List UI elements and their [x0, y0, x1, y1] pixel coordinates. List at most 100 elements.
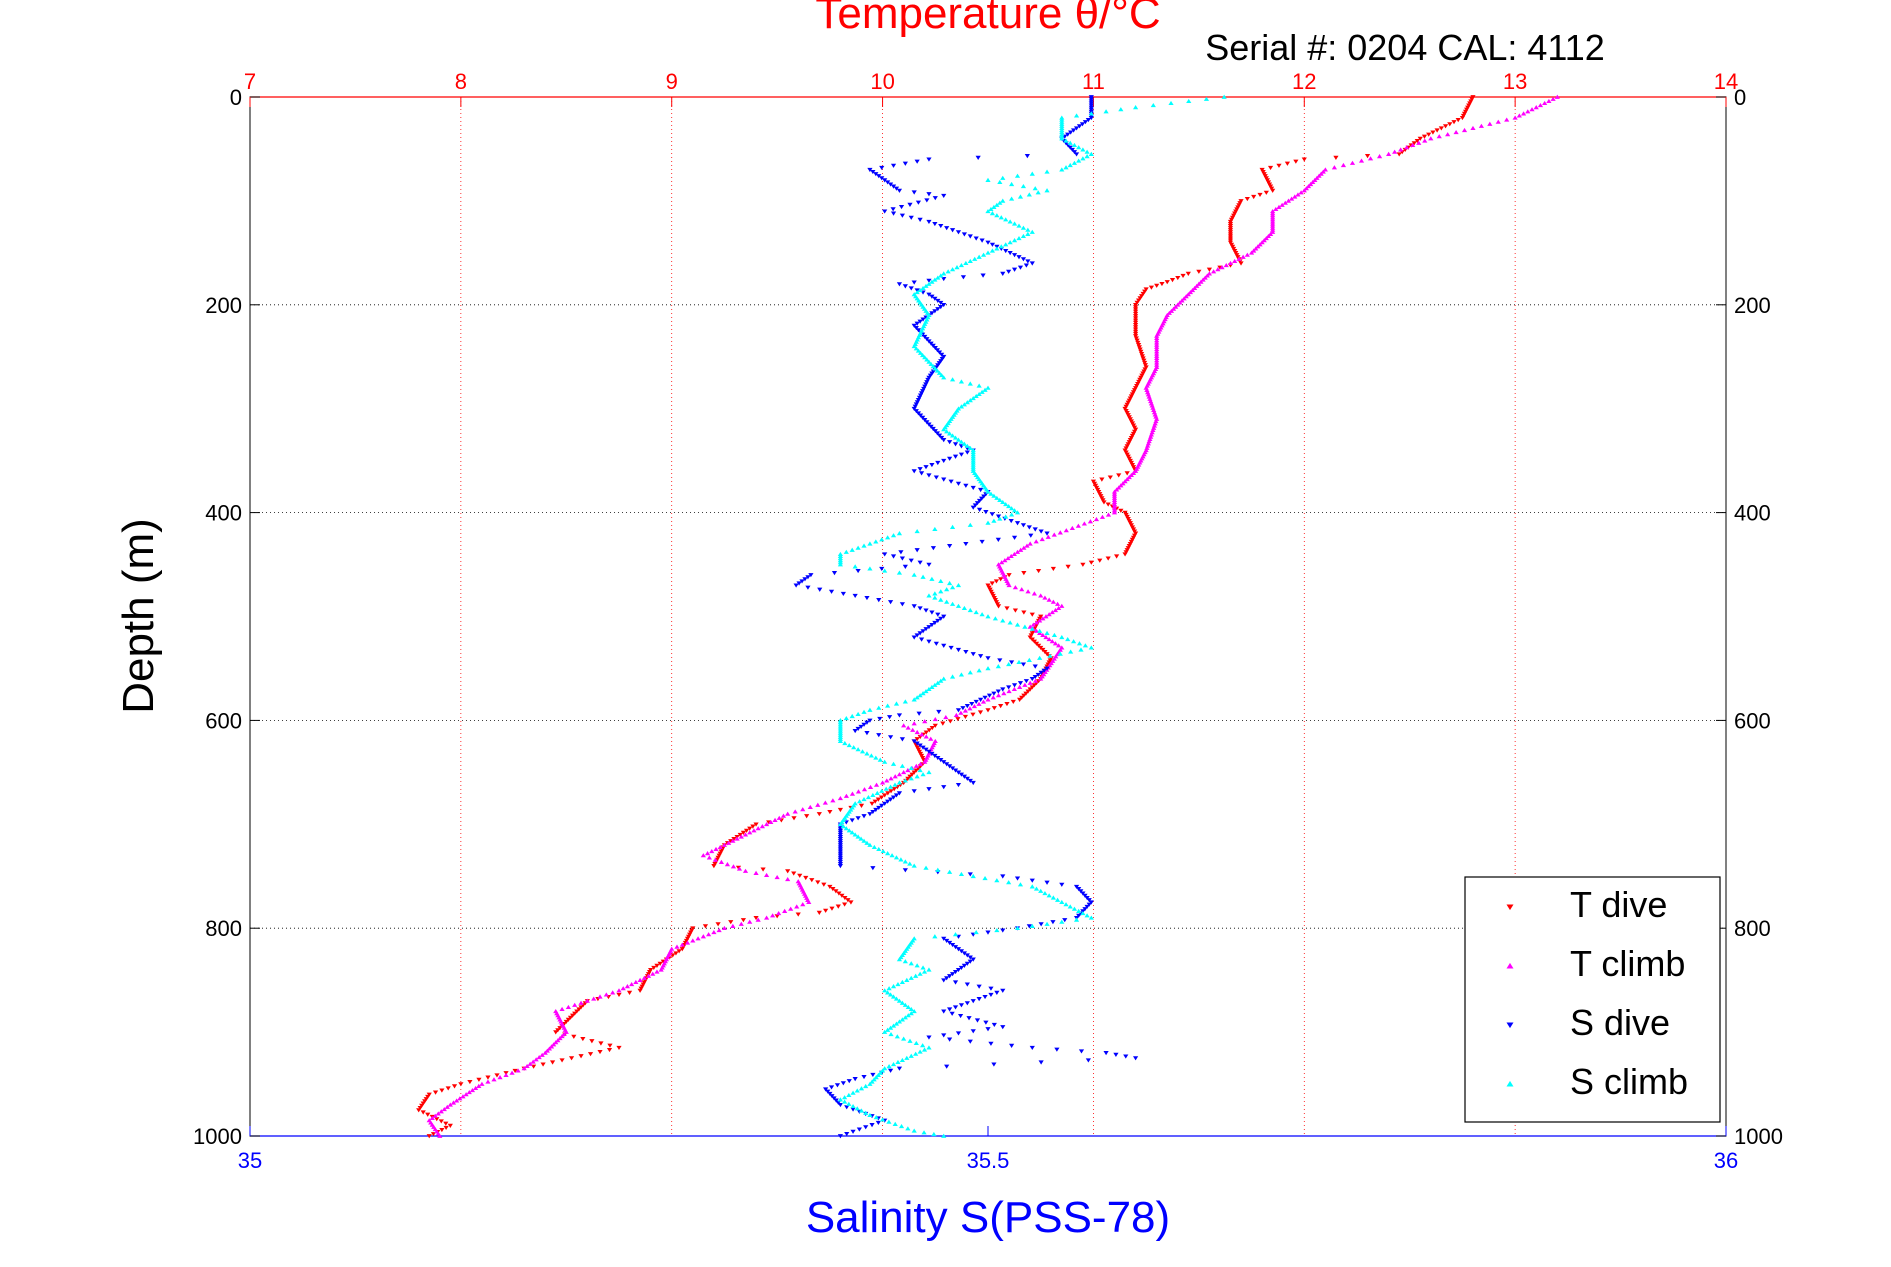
data-point: [917, 1049, 923, 1054]
data-point: [1067, 904, 1073, 909]
data-point: [1031, 591, 1037, 596]
data-point: [1041, 668, 1047, 673]
data-point: [816, 910, 822, 915]
data-point: [438, 1109, 444, 1114]
data-point: [420, 1101, 426, 1106]
data-point: [1303, 186, 1309, 191]
data-point: [926, 593, 932, 598]
data-point: [1038, 593, 1044, 598]
data-point: [966, 1016, 972, 1021]
data-point: [1358, 158, 1365, 163]
data-point: [974, 501, 981, 506]
data-point: [990, 695, 996, 700]
data-point: [753, 870, 759, 875]
data-point: [917, 693, 923, 698]
data-point: [1451, 120, 1457, 125]
data-point: [967, 398, 973, 403]
data-point: [706, 855, 712, 860]
data-point: [879, 780, 886, 785]
data-point: [1520, 111, 1527, 116]
data-point: [1116, 473, 1122, 478]
data-point: [1118, 107, 1124, 112]
data-point: [788, 906, 794, 911]
data-point: [735, 865, 742, 870]
data-point: [960, 706, 966, 711]
data-point: [804, 814, 810, 819]
data-point: [962, 714, 969, 720]
data-point: [998, 577, 1004, 582]
data-point: [973, 393, 979, 399]
data-point: [1139, 354, 1145, 359]
data-point: [1137, 296, 1143, 301]
data-point: [1021, 610, 1027, 615]
data-point: [991, 691, 997, 696]
data-point: [1196, 281, 1202, 286]
data-point: [740, 830, 747, 835]
data-point: [1019, 587, 1025, 592]
data-point: [1285, 198, 1292, 203]
data-point: [724, 862, 731, 867]
data-point: [650, 971, 656, 976]
data-point: [417, 1105, 423, 1111]
data-point: [913, 346, 919, 351]
data-point: [466, 1090, 472, 1095]
data-point: [941, 614, 947, 619]
data-point: [829, 906, 835, 911]
data-point: [1026, 657, 1032, 662]
data-point: [1011, 221, 1018, 226]
data-point: [955, 603, 962, 608]
data-point: [1080, 562, 1086, 567]
data-point: [1236, 256, 1242, 261]
data-point: [958, 871, 965, 876]
data-point: [1105, 556, 1111, 561]
data-point: [842, 740, 848, 746]
data-point: [551, 1042, 557, 1047]
data-point: [1082, 643, 1089, 648]
data-point: [926, 728, 932, 733]
data-point: [1478, 123, 1485, 128]
data-point: [1006, 880, 1012, 885]
data-point: [876, 805, 882, 811]
data-point: [736, 866, 743, 871]
data-point: [852, 593, 858, 599]
data-point: [800, 807, 806, 812]
data-point: [947, 431, 953, 436]
data-point: [952, 435, 959, 440]
data-point: [952, 768, 959, 773]
data-point: [908, 215, 914, 220]
data-point: [1006, 688, 1012, 694]
data-point: [952, 970, 959, 975]
data-point: [1310, 179, 1316, 185]
data-point: [932, 682, 938, 687]
data-point: [1011, 508, 1018, 513]
data-point: [1029, 878, 1035, 883]
data-point: [1020, 184, 1027, 189]
data-point: [785, 877, 791, 882]
data-point: [926, 473, 932, 478]
data-point: [1056, 643, 1062, 648]
y-tick-label: 800: [205, 916, 242, 941]
data-point: [855, 711, 861, 716]
data-point: [1142, 363, 1148, 368]
data-point: [1133, 305, 1139, 310]
data-point: [850, 1090, 856, 1095]
data-point: [848, 900, 854, 905]
data-point: [887, 992, 894, 997]
data-point: [1159, 281, 1165, 287]
data-point: [915, 411, 922, 416]
data-point: [1087, 519, 1094, 524]
data-point: [917, 287, 923, 293]
data-point: [1082, 907, 1088, 912]
data-point: [867, 707, 873, 712]
data-point: [899, 556, 905, 561]
data-point: [850, 1107, 856, 1112]
data-point: [1050, 566, 1056, 572]
data-point: [1033, 539, 1039, 544]
data-point: [1142, 289, 1148, 294]
data-point: [1032, 674, 1038, 680]
data-point: [1340, 162, 1347, 168]
data-point: [970, 395, 976, 401]
data-point: [898, 1124, 905, 1129]
data-point: [1301, 157, 1307, 162]
data-point: [891, 787, 897, 792]
